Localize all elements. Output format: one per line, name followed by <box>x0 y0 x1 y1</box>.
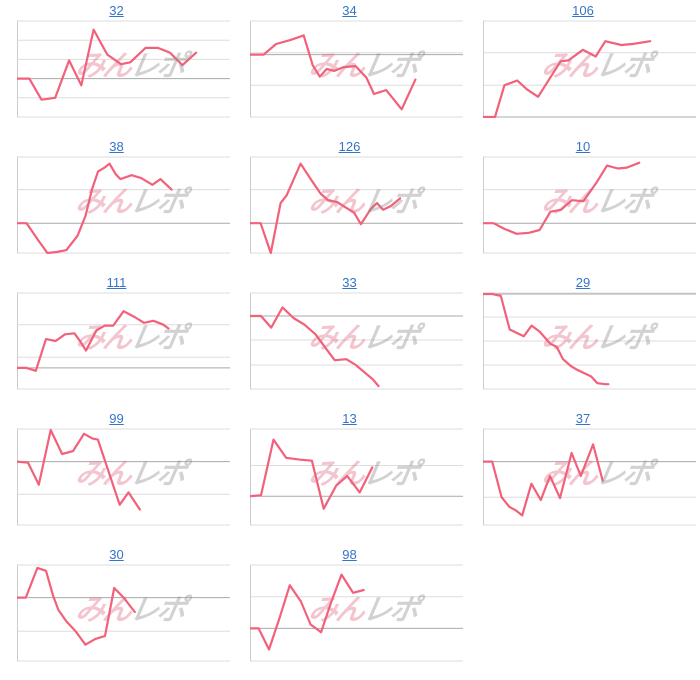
chart-cell: 99 みんレポ <box>0 408 233 544</box>
data-line <box>250 438 374 510</box>
chart-plot: みんレポ <box>250 564 463 662</box>
line-chart <box>17 428 230 526</box>
chart-cell: 32 みんレポ <box>0 0 233 136</box>
data-line <box>250 162 402 254</box>
chart-title-link-33[interactable]: 33 <box>342 275 357 290</box>
data-line <box>17 28 198 101</box>
chart-title-link-106[interactable]: 106 <box>572 3 594 18</box>
chart-cell: 33 みんレポ <box>233 272 466 408</box>
chart-plot: みんレポ <box>17 564 230 662</box>
data-line <box>250 573 365 651</box>
chart-title-link-38[interactable]: 38 <box>109 139 124 154</box>
chart-title-link-32[interactable]: 32 <box>109 3 124 18</box>
line-chart <box>483 292 696 390</box>
chart-plot: みんレポ <box>250 428 463 526</box>
chart-title-link-29[interactable]: 29 <box>575 275 591 290</box>
chart-title-link-99[interactable]: 99 <box>109 411 124 426</box>
chart-title-link-111[interactable]: 111 <box>106 275 127 290</box>
chart-cell: 13 みんレポ <box>233 408 466 544</box>
chart-plot: みんレポ <box>250 20 463 118</box>
line-chart <box>17 20 230 118</box>
chart-title-link-30[interactable]: 30 <box>109 547 124 562</box>
data-line <box>17 566 136 646</box>
chart-plot: みんレポ <box>483 156 696 254</box>
chart-title-link-13[interactable]: 13 <box>342 411 357 426</box>
line-chart <box>250 292 463 390</box>
data-line <box>17 428 142 511</box>
chart-title-link-98[interactable]: 98 <box>342 547 357 562</box>
line-chart <box>17 564 230 662</box>
data-line <box>250 306 380 388</box>
data-line <box>483 292 610 386</box>
chart-cell: 29 みんレポ <box>466 272 700 408</box>
chart-cell: 106 みんレポ <box>466 0 700 136</box>
chart-plot: みんレポ <box>17 428 230 526</box>
chart-title-link-126[interactable]: 126 <box>338 139 361 154</box>
chart-title-link-37[interactable]: 37 <box>575 411 591 426</box>
line-chart <box>483 156 696 254</box>
chart-plot: みんレポ <box>483 428 696 526</box>
line-chart <box>483 428 696 526</box>
line-chart <box>483 20 696 118</box>
chart-plot: みんレポ <box>17 292 230 390</box>
chart-plot: みんレポ <box>483 20 696 118</box>
data-line <box>483 443 604 517</box>
line-chart <box>250 156 463 254</box>
line-chart <box>17 156 230 254</box>
chart-plot: みんレポ <box>483 292 696 390</box>
data-line <box>17 162 173 254</box>
chart-cell: 126 みんレポ <box>233 136 466 272</box>
chart-cell: 10 みんレポ <box>466 136 700 272</box>
chart-cell: 34 みんレポ <box>233 0 466 136</box>
line-chart <box>250 564 463 662</box>
data-line <box>483 40 652 118</box>
chart-plot: みんレポ <box>250 156 463 254</box>
line-chart <box>17 292 230 390</box>
data-line <box>250 34 417 111</box>
chart-cell: 37 みんレポ <box>466 408 700 544</box>
line-chart <box>250 428 463 526</box>
chart-plot: みんレポ <box>17 20 230 118</box>
chart-plot: みんレポ <box>17 156 230 254</box>
chart-plot: みんレポ <box>250 292 463 390</box>
chart-title-link-34[interactable]: 34 <box>342 3 357 18</box>
chart-cell: 30 みんレポ <box>0 544 233 680</box>
data-line <box>17 310 170 372</box>
chart-cell: 111 みんレポ <box>0 272 233 408</box>
chart-cell: 38 みんレポ <box>0 136 233 272</box>
line-chart <box>250 20 463 118</box>
chart-title-link-10[interactable]: 10 <box>575 139 591 154</box>
data-line <box>483 161 641 235</box>
chart-cell: 98 みんレポ <box>233 544 466 680</box>
